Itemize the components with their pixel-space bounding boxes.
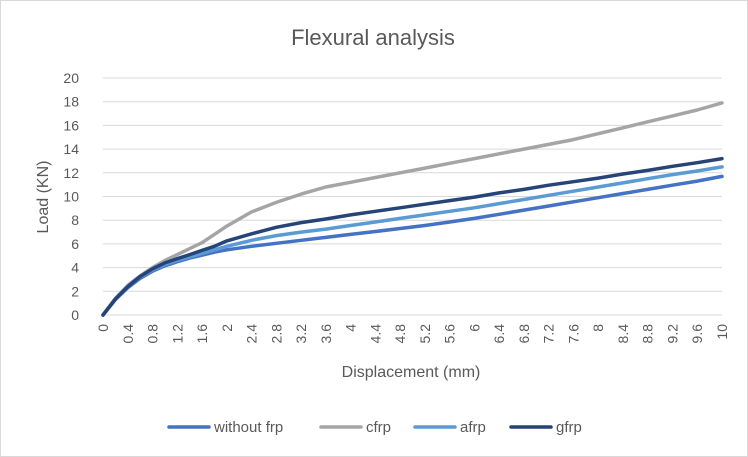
x-tick-label: 8	[590, 324, 606, 332]
x-tick-label: 0	[95, 324, 111, 332]
x-tick-label: 4.8	[392, 324, 408, 344]
x-tick-label: 2.8	[268, 324, 284, 344]
x-tick-label: 0.4	[120, 324, 136, 344]
x-tick-label: 6.8	[516, 324, 532, 344]
x-tick-label: 10	[714, 324, 730, 340]
y-tick-label: 20	[63, 70, 79, 86]
legend-label: without frp	[213, 419, 283, 436]
x-tick-label: 6.4	[491, 324, 507, 344]
legend-label: gfrp	[556, 419, 582, 436]
y-tick-label: 16	[63, 117, 79, 133]
legend-label: cfrp	[366, 419, 391, 436]
x-tick-label: 9.2	[664, 324, 680, 344]
series-group	[101, 101, 724, 317]
x-tick-label: 1.6	[194, 324, 210, 344]
y-tick-label: 4	[71, 260, 79, 276]
x-tick-label: 2.4	[244, 324, 260, 344]
chart-title: Flexural analysis	[291, 25, 455, 50]
x-tick-label: 8.4	[615, 324, 631, 344]
x-axis-ticks: 0 0.4 0.8 1.2 1.6 2 2.4 2.8 3.2 3.6 4 4.4 4.8 5.2 5.6 6…	[95, 324, 730, 344]
x-tick-label: 4	[343, 324, 359, 332]
legend: without frp cfrp afrp gfrp	[167, 419, 582, 436]
y-tick-label: 8	[71, 212, 79, 228]
series-line-afrp	[101, 165, 724, 317]
y-tick-label: 12	[63, 165, 79, 181]
x-tick-label: 4.4	[367, 324, 383, 344]
x-tick-label: 1.2	[169, 324, 185, 344]
x-tick-label: 2	[219, 324, 235, 332]
x-tick-label: 3.6	[318, 324, 334, 344]
y-tick-label: 14	[63, 141, 79, 157]
y-axis-ticks: 0 2 4 6 8 10 12 14 16 18 20	[63, 70, 79, 323]
series-line-cfrp	[101, 101, 724, 317]
x-tick-label: 5.6	[442, 324, 458, 344]
y-tick-label: 2	[71, 283, 79, 299]
y-axis-title: Load (KN)	[35, 161, 52, 234]
x-tick-label: 7.2	[541, 324, 557, 344]
x-tick-label: 6	[466, 324, 482, 332]
x-tick-label: 8.8	[640, 324, 656, 344]
x-axis-title: Displacement (mm)	[342, 364, 481, 381]
grid-lines	[103, 77, 722, 316]
x-tick-label: 5.2	[417, 324, 433, 344]
y-tick-label: 0	[71, 307, 79, 323]
y-tick-label: 6	[71, 236, 79, 252]
x-tick-label: 3.2	[293, 324, 309, 344]
legend-label: afrp	[460, 419, 486, 436]
x-tick-label: 0.8	[145, 324, 161, 344]
x-tick-label: 9.6	[689, 324, 705, 344]
series-line-gfrp	[101, 156, 724, 317]
y-tick-label: 10	[63, 189, 79, 205]
x-tick-label: 7.6	[565, 324, 581, 344]
y-tick-label: 18	[63, 94, 79, 110]
